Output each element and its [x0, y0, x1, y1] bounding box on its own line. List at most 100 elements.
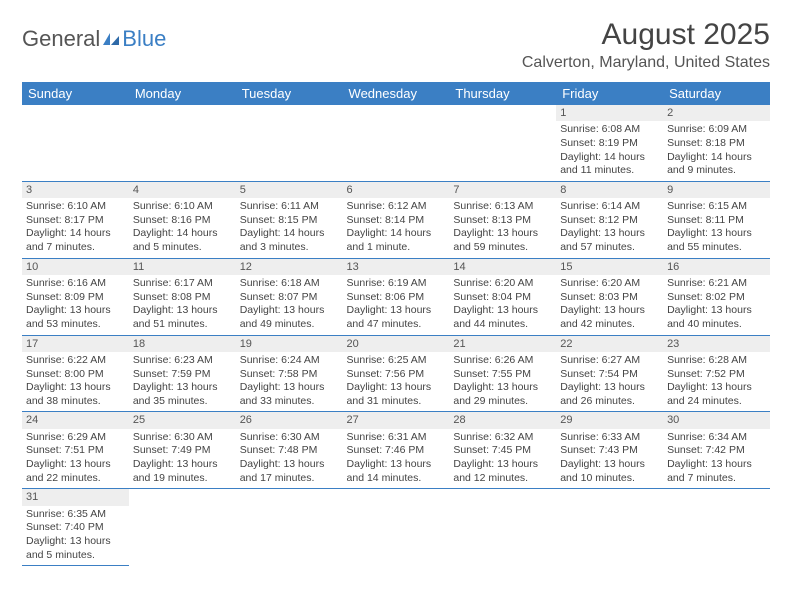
day-details: Sunrise: 6:22 AMSunset: 8:00 PMDaylight:…: [22, 352, 129, 412]
calendar-day-cell: 7Sunrise: 6:13 AMSunset: 8:13 PMDaylight…: [449, 181, 556, 258]
calendar-day-cell: 28Sunrise: 6:32 AMSunset: 7:45 PMDayligh…: [449, 412, 556, 489]
day-number: 10: [22, 259, 129, 275]
calendar-day-cell: 30Sunrise: 6:34 AMSunset: 7:42 PMDayligh…: [663, 412, 770, 489]
calendar-day-cell: 8Sunrise: 6:14 AMSunset: 8:12 PMDaylight…: [556, 181, 663, 258]
logo-text-blue: Blue: [122, 26, 166, 52]
calendar-day-cell: 12Sunrise: 6:18 AMSunset: 8:07 PMDayligh…: [236, 258, 343, 335]
day-details: Sunrise: 6:35 AMSunset: 7:40 PMDaylight:…: [22, 506, 129, 566]
day-number: 4: [129, 182, 236, 198]
day-details: Sunrise: 6:09 AMSunset: 8:18 PMDaylight:…: [663, 121, 770, 181]
day-number: 3: [22, 182, 129, 198]
weekday-header-row: SundayMondayTuesdayWednesdayThursdayFrid…: [22, 82, 770, 105]
calendar-week-row: 31Sunrise: 6:35 AMSunset: 7:40 PMDayligh…: [22, 489, 770, 566]
day-details: Sunrise: 6:30 AMSunset: 7:48 PMDaylight:…: [236, 429, 343, 489]
calendar-day-cell: 17Sunrise: 6:22 AMSunset: 8:00 PMDayligh…: [22, 335, 129, 412]
logo-text-general: General: [22, 26, 100, 52]
day-number: 2: [663, 105, 770, 121]
header: General Blue August 2025 Calverton, Mary…: [22, 18, 770, 72]
day-number: 30: [663, 412, 770, 428]
day-number: 27: [343, 412, 450, 428]
day-details: Sunrise: 6:21 AMSunset: 8:02 PMDaylight:…: [663, 275, 770, 335]
calendar-day-cell: [449, 489, 556, 566]
day-number: 15: [556, 259, 663, 275]
day-details: Sunrise: 6:31 AMSunset: 7:46 PMDaylight:…: [343, 429, 450, 489]
day-details: Sunrise: 6:08 AMSunset: 8:19 PMDaylight:…: [556, 121, 663, 181]
calendar-day-cell: 23Sunrise: 6:28 AMSunset: 7:52 PMDayligh…: [663, 335, 770, 412]
calendar-day-cell: [449, 105, 556, 181]
weekday-header: Saturday: [663, 82, 770, 105]
day-number: 17: [22, 336, 129, 352]
day-number: 18: [129, 336, 236, 352]
calendar-day-cell: [129, 105, 236, 181]
calendar-day-cell: 24Sunrise: 6:29 AMSunset: 7:51 PMDayligh…: [22, 412, 129, 489]
weekday-header: Monday: [129, 82, 236, 105]
day-details: Sunrise: 6:11 AMSunset: 8:15 PMDaylight:…: [236, 198, 343, 258]
day-number: 14: [449, 259, 556, 275]
day-details: Sunrise: 6:16 AMSunset: 8:09 PMDaylight:…: [22, 275, 129, 335]
day-number: 25: [129, 412, 236, 428]
calendar-day-cell: 5Sunrise: 6:11 AMSunset: 8:15 PMDaylight…: [236, 181, 343, 258]
calendar-day-cell: 16Sunrise: 6:21 AMSunset: 8:02 PMDayligh…: [663, 258, 770, 335]
calendar-day-cell: 27Sunrise: 6:31 AMSunset: 7:46 PMDayligh…: [343, 412, 450, 489]
weekday-header: Friday: [556, 82, 663, 105]
day-details: Sunrise: 6:30 AMSunset: 7:49 PMDaylight:…: [129, 429, 236, 489]
calendar-week-row: 1Sunrise: 6:08 AMSunset: 8:19 PMDaylight…: [22, 105, 770, 181]
calendar-day-cell: 6Sunrise: 6:12 AMSunset: 8:14 PMDaylight…: [343, 181, 450, 258]
calendar-day-cell: 20Sunrise: 6:25 AMSunset: 7:56 PMDayligh…: [343, 335, 450, 412]
calendar-day-cell: 25Sunrise: 6:30 AMSunset: 7:49 PMDayligh…: [129, 412, 236, 489]
calendar-day-cell: 29Sunrise: 6:33 AMSunset: 7:43 PMDayligh…: [556, 412, 663, 489]
day-number: 29: [556, 412, 663, 428]
day-details: Sunrise: 6:17 AMSunset: 8:08 PMDaylight:…: [129, 275, 236, 335]
day-number: 13: [343, 259, 450, 275]
day-number: 6: [343, 182, 450, 198]
calendar-day-cell: 1Sunrise: 6:08 AMSunset: 8:19 PMDaylight…: [556, 105, 663, 181]
calendar-day-cell: [343, 489, 450, 566]
day-details: Sunrise: 6:28 AMSunset: 7:52 PMDaylight:…: [663, 352, 770, 412]
calendar-day-cell: 2Sunrise: 6:09 AMSunset: 8:18 PMDaylight…: [663, 105, 770, 181]
day-number: 20: [343, 336, 450, 352]
calendar-day-cell: [663, 489, 770, 566]
day-details: Sunrise: 6:29 AMSunset: 7:51 PMDaylight:…: [22, 429, 129, 489]
day-details: Sunrise: 6:19 AMSunset: 8:06 PMDaylight:…: [343, 275, 450, 335]
day-number: 16: [663, 259, 770, 275]
sail-icon: [102, 32, 120, 46]
weekday-header: Tuesday: [236, 82, 343, 105]
day-number: 11: [129, 259, 236, 275]
day-number: 23: [663, 336, 770, 352]
calendar-day-cell: [236, 105, 343, 181]
day-details: Sunrise: 6:10 AMSunset: 8:17 PMDaylight:…: [22, 198, 129, 258]
calendar-day-cell: 26Sunrise: 6:30 AMSunset: 7:48 PMDayligh…: [236, 412, 343, 489]
calendar-day-cell: 21Sunrise: 6:26 AMSunset: 7:55 PMDayligh…: [449, 335, 556, 412]
location-text: Calverton, Maryland, United States: [522, 54, 770, 72]
day-number: 21: [449, 336, 556, 352]
calendar-day-cell: 10Sunrise: 6:16 AMSunset: 8:09 PMDayligh…: [22, 258, 129, 335]
month-title: August 2025: [522, 18, 770, 52]
calendar-body: 1Sunrise: 6:08 AMSunset: 8:19 PMDaylight…: [22, 105, 770, 566]
day-number: 8: [556, 182, 663, 198]
day-number: 1: [556, 105, 663, 121]
day-number: 19: [236, 336, 343, 352]
day-details: Sunrise: 6:32 AMSunset: 7:45 PMDaylight:…: [449, 429, 556, 489]
day-details: Sunrise: 6:14 AMSunset: 8:12 PMDaylight:…: [556, 198, 663, 258]
day-details: Sunrise: 6:26 AMSunset: 7:55 PMDaylight:…: [449, 352, 556, 412]
calendar-day-cell: 4Sunrise: 6:10 AMSunset: 8:16 PMDaylight…: [129, 181, 236, 258]
logo: General Blue: [22, 26, 166, 52]
day-details: Sunrise: 6:34 AMSunset: 7:42 PMDaylight:…: [663, 429, 770, 489]
day-number: 31: [22, 489, 129, 505]
calendar-day-cell: [129, 489, 236, 566]
day-details: Sunrise: 6:20 AMSunset: 8:03 PMDaylight:…: [556, 275, 663, 335]
calendar-day-cell: [556, 489, 663, 566]
day-details: Sunrise: 6:20 AMSunset: 8:04 PMDaylight:…: [449, 275, 556, 335]
day-number: 12: [236, 259, 343, 275]
day-details: Sunrise: 6:13 AMSunset: 8:13 PMDaylight:…: [449, 198, 556, 258]
calendar-day-cell: 19Sunrise: 6:24 AMSunset: 7:58 PMDayligh…: [236, 335, 343, 412]
calendar-day-cell: 3Sunrise: 6:10 AMSunset: 8:17 PMDaylight…: [22, 181, 129, 258]
day-number: 9: [663, 182, 770, 198]
calendar-day-cell: 9Sunrise: 6:15 AMSunset: 8:11 PMDaylight…: [663, 181, 770, 258]
day-number: 5: [236, 182, 343, 198]
day-details: Sunrise: 6:33 AMSunset: 7:43 PMDaylight:…: [556, 429, 663, 489]
day-details: Sunrise: 6:23 AMSunset: 7:59 PMDaylight:…: [129, 352, 236, 412]
calendar-day-cell: 13Sunrise: 6:19 AMSunset: 8:06 PMDayligh…: [343, 258, 450, 335]
day-number: 28: [449, 412, 556, 428]
day-details: Sunrise: 6:25 AMSunset: 7:56 PMDaylight:…: [343, 352, 450, 412]
